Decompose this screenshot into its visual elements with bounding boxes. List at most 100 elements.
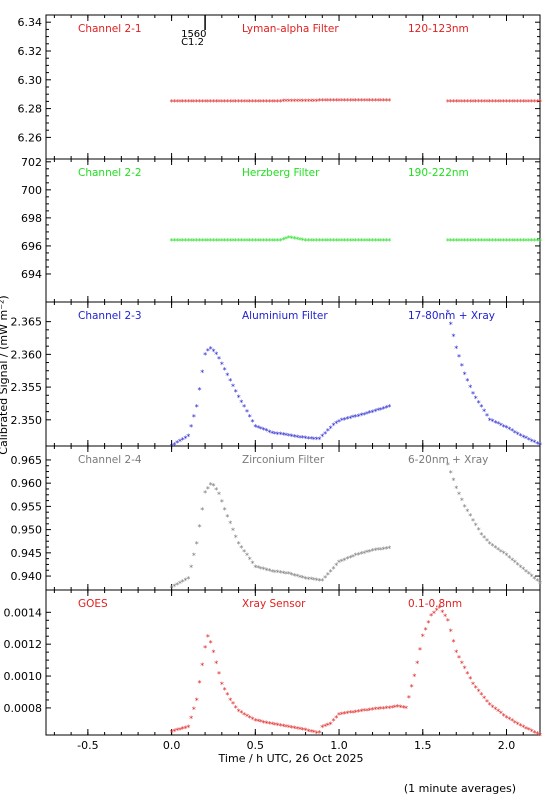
data-point: * (446, 98, 450, 107)
data-point: * (209, 639, 213, 648)
data-point: * (228, 98, 232, 107)
data-point: * (203, 644, 207, 653)
data-point: * (457, 654, 461, 663)
data-point: * (320, 97, 324, 106)
data-point: * (253, 237, 257, 246)
data-point: * (354, 552, 358, 561)
data-point: * (256, 237, 260, 246)
data-point: * (267, 720, 271, 729)
data-point: * (530, 437, 534, 446)
data-point: * (186, 237, 190, 246)
data-point: * (532, 439, 536, 448)
data-point: * (318, 237, 322, 246)
data-point: * (223, 98, 227, 107)
data-point: * (295, 98, 299, 107)
data-point: * (507, 716, 511, 725)
y-tick-label: 2.355 (11, 381, 43, 394)
data-point: * (530, 573, 534, 582)
data-point: * (438, 604, 442, 613)
data-point: * (242, 711, 246, 720)
data-point: * (298, 434, 302, 443)
data-point: * (376, 237, 380, 246)
data-point: * (184, 98, 188, 107)
data-point: * (292, 433, 296, 442)
data-point: * (195, 403, 199, 412)
y-tick-label: 0.960 (11, 477, 43, 490)
data-point: * (211, 237, 215, 246)
data-point: * (535, 440, 539, 449)
data-point: * (429, 612, 433, 621)
data-point: * (479, 531, 483, 540)
data-point: * (404, 704, 408, 713)
data-point: * (192, 98, 196, 107)
data-point: * (488, 416, 492, 425)
data-point: * (267, 98, 271, 107)
data-point: * (357, 237, 361, 246)
data-point: * (382, 705, 386, 714)
data-point: * (178, 438, 182, 447)
data-point: * (195, 98, 199, 107)
data-point: * (206, 347, 210, 356)
data-point: * (259, 237, 263, 246)
data-point: * (449, 469, 453, 478)
data-point: * (454, 98, 458, 107)
panel-label: Lyman-alpha Filter (242, 23, 339, 35)
data-point: * (485, 237, 489, 246)
panel-label: Zirconium Filter (242, 454, 325, 466)
data-point: * (365, 707, 369, 716)
data-point: * (248, 413, 252, 422)
data-point: * (234, 237, 238, 246)
data-point: * (270, 568, 274, 577)
data-point: * (348, 554, 352, 563)
data-point: * (175, 581, 179, 590)
panel-label: Aluminium Filter (242, 310, 328, 322)
data-point: * (499, 98, 503, 107)
data-point: * (245, 712, 249, 721)
data-point: * (373, 706, 377, 715)
data-point: * (535, 237, 539, 246)
data-point: * (348, 414, 352, 423)
data-point: * (214, 237, 218, 246)
data-point: * (192, 413, 196, 422)
data-point: * (530, 728, 534, 737)
data-point: * (329, 237, 333, 246)
x-tick-label: 1.5 (414, 739, 432, 752)
y-tick-label: 0.0008 (4, 702, 43, 715)
data-point: * (491, 98, 495, 107)
data-point: * (295, 573, 299, 582)
data-point: * (532, 98, 536, 107)
data-point: * (211, 649, 215, 658)
data-point: * (471, 390, 475, 399)
event-label-class: C1.2 (181, 37, 204, 48)
data-point: * (270, 429, 274, 438)
data-point: * (323, 237, 327, 246)
panel-1: 6.26 6.28 6.30 6.32 6.34 Channel 2-1 Lyman-alp… (18, 14, 542, 160)
data-point: * (443, 613, 447, 622)
data-point: * (217, 355, 221, 364)
data-point: * (251, 418, 255, 427)
x-axis-title: Time / h UTC, 26 Oct 2025 (218, 752, 364, 765)
data-point: * (485, 98, 489, 107)
data-point: * (203, 237, 207, 246)
data-point: * (326, 571, 330, 580)
data-point: * (312, 435, 316, 444)
data-point: * (345, 415, 349, 424)
data-point: * (463, 98, 467, 107)
data-point: * (284, 723, 288, 732)
data-point: * (290, 234, 294, 243)
data-point: * (465, 508, 469, 517)
data-point: * (382, 237, 386, 246)
data-point: * (329, 97, 333, 106)
data-point: * (474, 98, 478, 107)
data-point: * (343, 556, 347, 565)
data-point: * (474, 395, 478, 404)
data-point: * (387, 704, 391, 713)
data-point: * (477, 526, 481, 535)
data-point: * (384, 705, 388, 714)
data-point: * (248, 98, 252, 107)
data-point: * (234, 704, 238, 713)
data-point: * (181, 725, 185, 734)
data-point: * (256, 98, 260, 107)
data-point: * (284, 570, 288, 579)
data-point: * (306, 435, 310, 444)
